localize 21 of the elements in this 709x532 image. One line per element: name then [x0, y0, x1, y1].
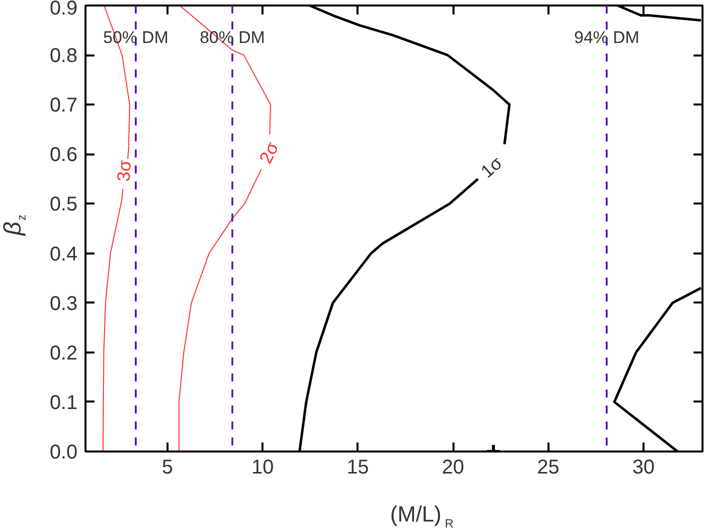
y-axis-title: βz: [0, 214, 28, 236]
x-tick-label: 15: [346, 456, 369, 478]
x-tick-label: 5: [162, 456, 173, 478]
x-tick-label: 25: [537, 456, 560, 478]
y-tick-label: 0.4: [50, 243, 78, 266]
y-tick-label: 0.5: [50, 194, 78, 216]
y-tick-label: 0.9: [50, 0, 78, 20]
ref-line-label: 94% DM: [574, 28, 640, 47]
y-tick-label: 0.7: [50, 94, 78, 117]
y-tick-label: 0.2: [50, 342, 78, 364]
y-tick-label: 0.8: [50, 45, 78, 68]
y-tick-label: 0.6: [50, 144, 78, 166]
y-tick-label: 0.1: [50, 392, 78, 414]
text: 2σ: [255, 138, 283, 167]
x-tick-label: 30: [632, 456, 655, 478]
y-tick-label: 0.3: [50, 292, 78, 315]
x-tick-label: 10: [251, 456, 274, 478]
y-tick-label: 0.0: [50, 442, 78, 464]
x-tick-label: 20: [442, 456, 464, 478]
text: 3σ: [113, 160, 135, 182]
text: 1σ: [477, 152, 506, 182]
